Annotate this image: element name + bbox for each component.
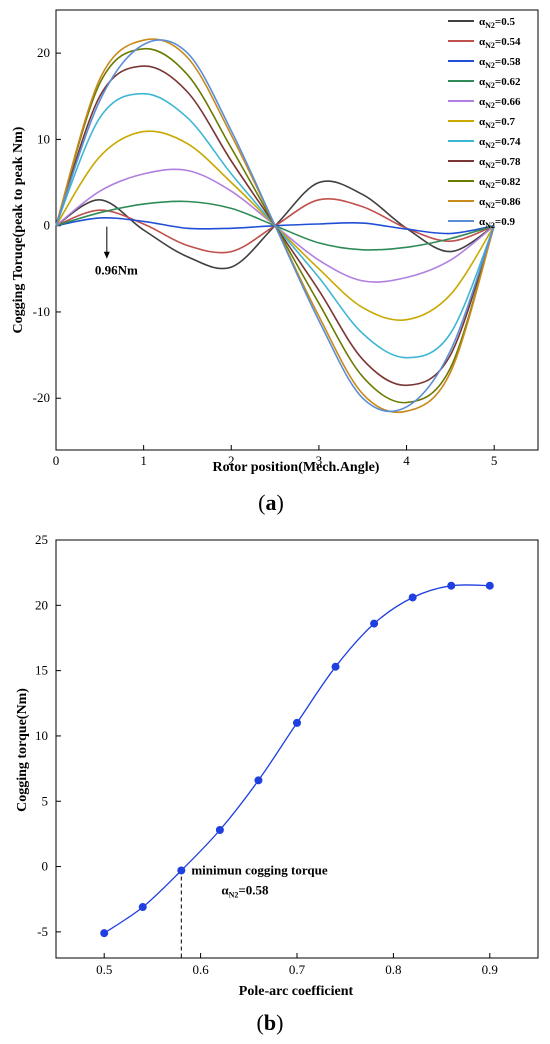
x-tick-label: 0 [53,453,60,468]
x-tick-label: 0.9 [482,962,498,977]
panel-b-y-ticks: -5 0 5 10 15 20 25 [35,532,61,939]
y-tick-label: 20 [37,45,50,60]
panel-a-label: (a) [258,490,284,515]
x-tick-label: 1 [140,453,147,468]
panel-b-y-axis-label: Cogging torque(Nm) [15,688,30,812]
x-tick-label: 0.8 [385,962,401,977]
data-point [370,619,379,628]
minimum-annotation-subscript: N2 [229,890,239,899]
panel-a-y-axis-label: Cogging Toruqe(peak to peak Nm) [11,126,26,333]
panel-b-x-axis-label: Pole-arc coefficient [239,984,354,999]
x-tick-label: 0.7 [289,962,306,977]
data-point [254,776,263,785]
x-tick-label: 2 [228,453,235,468]
minimum-annotation-text: minimun cogging torque [191,862,328,877]
legend-entry: αN2=0.54 [479,36,521,50]
minimum-annotation-symbol: α [221,882,229,897]
legend-entry: αN2=0.74 [479,136,521,150]
data-point [447,581,456,590]
data-point [215,825,224,834]
y-tick-label: 15 [35,663,48,678]
data-point [138,903,147,912]
y-tick-label: 5 [42,793,49,808]
panel-b-letter: b [264,1010,276,1035]
panel-b: -5 0 5 10 15 20 25 0.5 0.6 0.7 0.8 0.9 minimun cog… [15,532,539,1035]
legend-entry: αN2=0.62 [479,76,521,90]
legend-entry: αN2=0.58 [479,56,521,70]
panel-a-letter: a [266,490,277,515]
data-point [485,581,494,590]
panel-a-legend: αN2=0.5 αN2=0.54 αN2=0.58 αN2=0.62 αN2=0.66 α… [448,16,521,230]
series-line [55,39,495,413]
y-tick-label: 0 [44,218,51,233]
panel-a-x-axis-label: Rotor position(Mech.Angle) [213,460,380,475]
panel-a-x-ticks: 0 1 2 3 4 5 [53,445,498,468]
x-tick-label: 0.6 [192,962,209,977]
cogging-curve [103,584,490,934]
panel-a-series [55,38,495,414]
y-tick-label: -10 [33,304,50,319]
minimum-annotation-label: αN2=0.58 [221,882,269,899]
cogging-points [100,581,494,938]
y-tick-label: 10 [35,728,48,743]
legend-entry: αN2=0.78 [479,156,521,170]
data-point [331,662,340,671]
plot-b-frame [55,539,539,959]
legend-entry: αN2=0.86 [479,196,521,210]
legend-entry: αN2=0.9 [479,216,515,230]
panel-b-label: (b) [257,1010,284,1035]
minimum-annotation-value: =0.58 [238,882,269,897]
panel-b-x-ticks: 0.5 0.6 0.7 0.8 0.9 [96,953,498,977]
annotation-label: 0.96Nm [95,263,138,278]
panel-a-y-ticks: -20 -10 0 10 20 [33,45,61,405]
data-point [293,718,301,727]
annotation-arrowhead [103,251,110,259]
y-tick-label: -20 [33,390,50,405]
x-tick-label: 0.5 [96,962,112,977]
y-tick-label: 20 [35,597,48,612]
data-point [408,593,417,602]
legend-entry: αN2=0.66 [479,96,521,110]
x-tick-label: 3 [316,453,323,468]
legend-entry: αN2=0.5 [479,16,515,30]
data-point [100,929,109,938]
y-tick-label: 25 [35,532,48,547]
y-tick-label: 0 [42,859,49,874]
x-tick-label: 4 [403,453,410,468]
data-point [177,866,186,875]
plot-a-frame [55,9,539,451]
y-tick-label: -5 [37,924,48,939]
legend-entry: αN2=0.7 [479,116,515,130]
legend-entry: αN2=0.82 [479,176,521,190]
y-tick-label: 10 [37,131,50,146]
x-tick-label: 5 [491,453,498,468]
